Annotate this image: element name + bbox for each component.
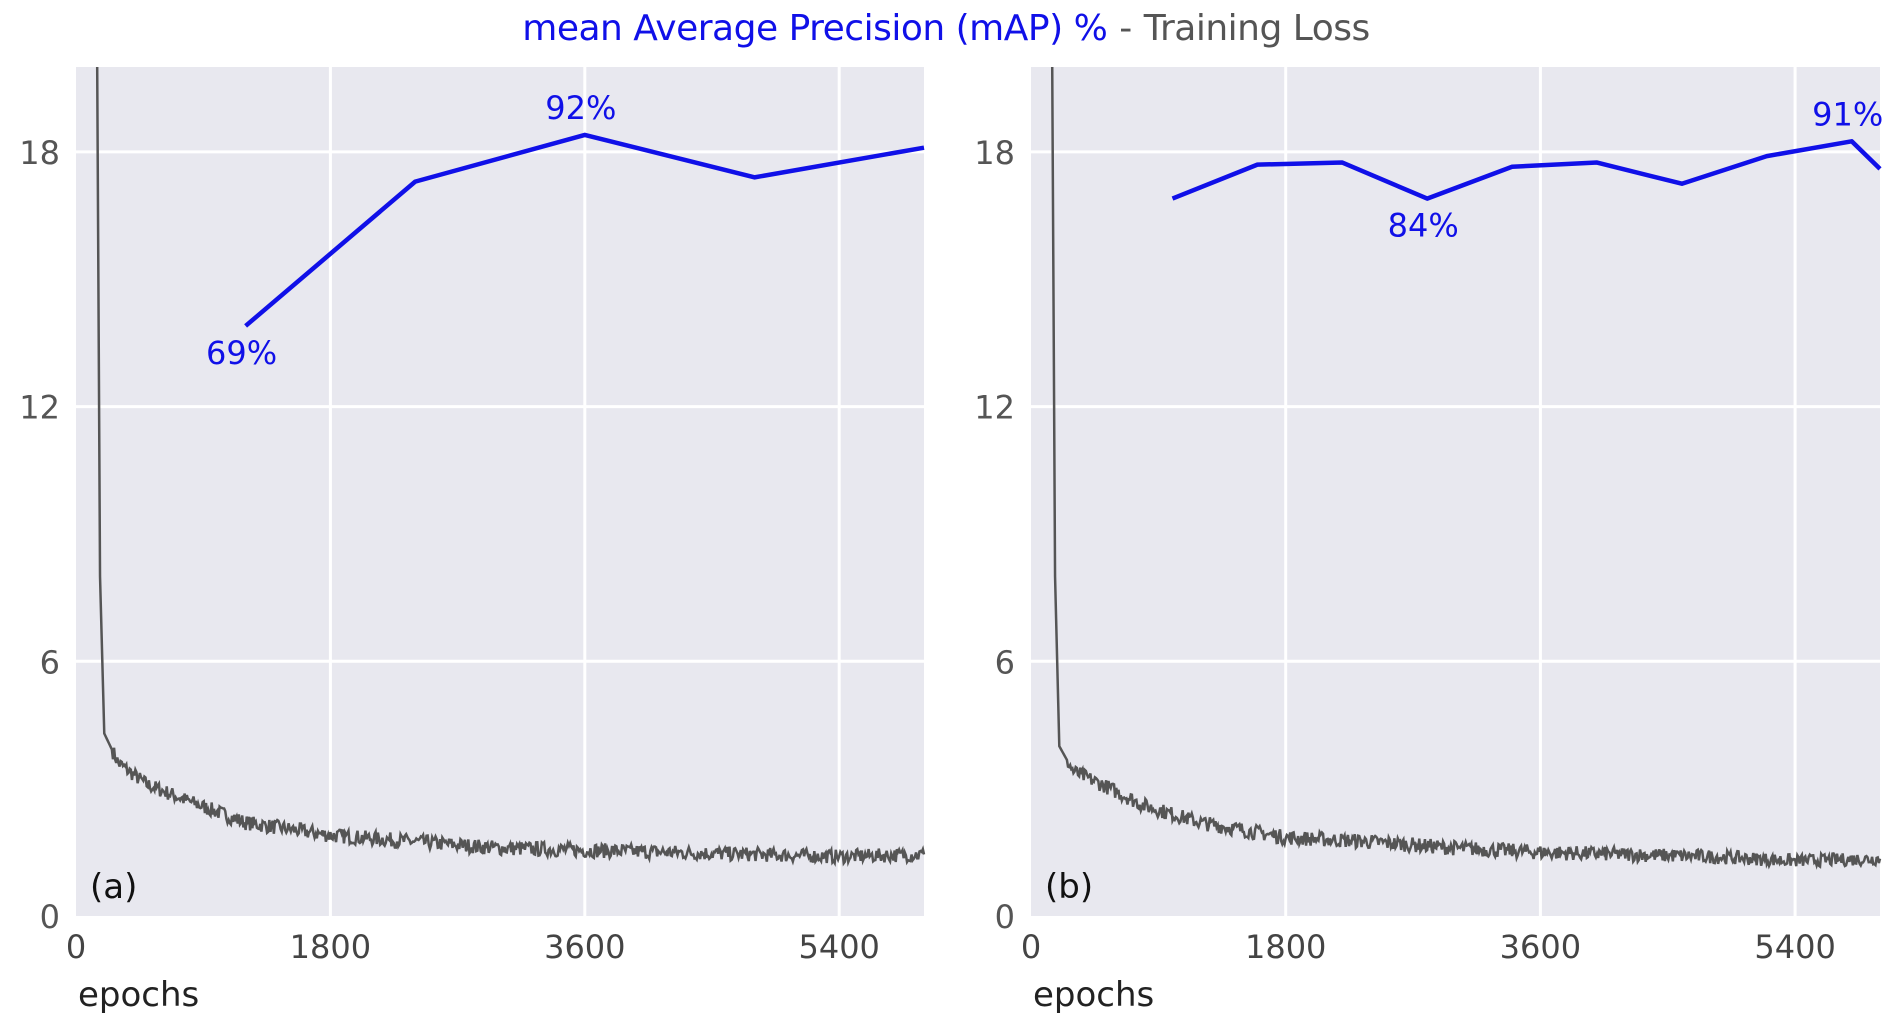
x-tick-label: 5400: [798, 928, 879, 966]
map-line: [1171, 139, 1882, 201]
x-tick-label: 1800: [290, 928, 371, 966]
panel-b: 0 1800 3600 5400 0 6 12 18 84% 91% (b) epochs: [974, 66, 1883, 1015]
y-tick-label: 18: [974, 134, 1015, 172]
x-tick-label: 5400: [1754, 928, 1835, 966]
loss-line: [1050, 66, 1882, 870]
chart-title: mean Average Precision (mAP) % - Training …: [0, 8, 1892, 49]
panel-label: (a): [90, 867, 137, 907]
x-tick-label: 0: [1021, 928, 1041, 966]
panel-label: (b): [1045, 867, 1093, 907]
plot-background: [76, 67, 924, 916]
x-tick-label: 0: [66, 928, 86, 966]
y-tick-label: 0: [40, 898, 60, 936]
x-tick-label: 1800: [1245, 928, 1326, 966]
title-loss-label: Training Loss: [1143, 8, 1370, 49]
panel-a: 0 1800 3600 5400 0 6 12 18 69% 92% (a) epochs: [19, 66, 926, 1015]
title-map-label: mean Average Precision (mAP) %: [522, 8, 1108, 49]
y-tick-label: 12: [19, 389, 60, 427]
y-tick-label: 0: [995, 898, 1015, 936]
plot-background: [1031, 67, 1880, 916]
x-axis-label: epochs: [78, 975, 199, 1015]
title-separator: -: [1119, 8, 1132, 49]
y-tick-label: 6: [995, 643, 1015, 681]
y-tick-label: 6: [40, 643, 60, 681]
x-tick-label: 3600: [544, 928, 625, 966]
y-tick-label: 12: [974, 389, 1015, 427]
x-axis-label: epochs: [1033, 975, 1154, 1015]
y-tick-label: 18: [19, 134, 60, 172]
map-annotation: 91%: [1812, 95, 1883, 133]
x-tick-label: 3600: [1500, 928, 1581, 966]
map-annotation: 84%: [1388, 207, 1459, 245]
loss-line: [95, 66, 926, 868]
map-annotation: 69%: [206, 334, 277, 372]
map-annotation: 92%: [545, 89, 616, 127]
